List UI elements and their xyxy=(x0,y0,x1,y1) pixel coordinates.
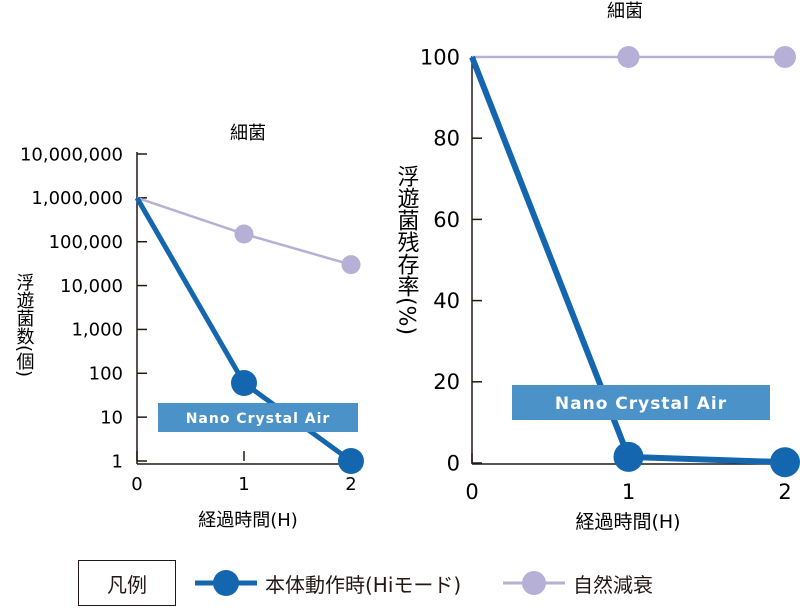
right-y-tick-label: 60 xyxy=(433,208,460,232)
right-y-tick-label: 20 xyxy=(433,370,460,394)
right-x-tick-label: 1 xyxy=(622,480,635,504)
left-y-axis-label: 浮遊菌数(個) xyxy=(14,273,35,377)
left-chart: 細菌 10,000,000 1,000,000 100,000 10,000 1,000… xyxy=(14,123,364,531)
right-y-tick-label: 80 xyxy=(433,127,460,151)
right-y-tick-label: 0 xyxy=(447,451,460,475)
legend-label-hi-mode: 本体動作時(Hiモード) xyxy=(265,572,462,597)
right-point-natural xyxy=(617,46,640,68)
right-y-axis-label: 浮遊菌残存率(%) xyxy=(394,165,420,335)
right-point-natural xyxy=(774,46,796,68)
left-point-hi-mode xyxy=(231,370,257,397)
left-y-tick-label: 10,000,000 xyxy=(20,144,123,165)
left-x-axis-label: 経過時間(H) xyxy=(198,510,298,531)
right-y-tick-label: 100 xyxy=(420,45,460,69)
left-x-tick-label: 0 xyxy=(131,474,142,495)
left-x-tick-label: 2 xyxy=(345,474,356,495)
left-banner-background xyxy=(158,403,358,432)
right-banner-text: Nano Crystal Air xyxy=(555,394,727,414)
legend-item-hi-mode: 本体動作時(Hiモード) xyxy=(193,560,461,606)
left-y-tick-label: 10 xyxy=(100,407,123,428)
legend-item-natural: 自然減衰 xyxy=(501,560,653,606)
right-x-tick-label: 2 xyxy=(778,480,791,504)
legend-title-box: 凡例 xyxy=(78,560,176,606)
left-y-tick-label: 1,000,000 xyxy=(31,188,123,209)
left-chart-title: 細菌 xyxy=(230,123,266,144)
legend-title: 凡例 xyxy=(107,572,147,597)
right-point-hi-mode xyxy=(613,441,644,472)
right-chart-title: 細菌 xyxy=(607,1,643,22)
right-x-axis-label: 経過時間(H) xyxy=(575,511,680,533)
left-y-tick-label: 1,000 xyxy=(71,320,123,341)
right-banner-background xyxy=(512,385,770,420)
legend-marker-hi-mode xyxy=(195,570,257,596)
left-point-hi-mode xyxy=(338,448,364,474)
left-y-tick-label: 100 xyxy=(89,364,123,385)
left-banner-text: Nano Crystal Air xyxy=(186,411,331,427)
right-x-tick-label: 0 xyxy=(465,480,478,504)
right-chart: 細菌 100 80 60 40 20 0 0 1 2 浮遊菌残存率(%) 経過時間(H) Na… xyxy=(394,1,800,533)
left-y-tick-label: 1 xyxy=(112,451,123,472)
left-point-natural xyxy=(341,255,361,275)
right-y-tick-label: 40 xyxy=(433,289,460,313)
right-point-hi-mode xyxy=(770,447,800,478)
left-y-tick-label: 100,000 xyxy=(49,232,123,253)
legend: 凡例 本体動作時(Hiモード) 自然減衰 xyxy=(78,560,798,606)
left-y-tick-label: 10,000 xyxy=(60,276,123,297)
legend-marker-natural xyxy=(503,571,565,595)
left-x-tick-label: 1 xyxy=(238,474,249,495)
left-point-natural xyxy=(234,224,254,244)
legend-label-natural: 自然減衰 xyxy=(573,572,653,597)
